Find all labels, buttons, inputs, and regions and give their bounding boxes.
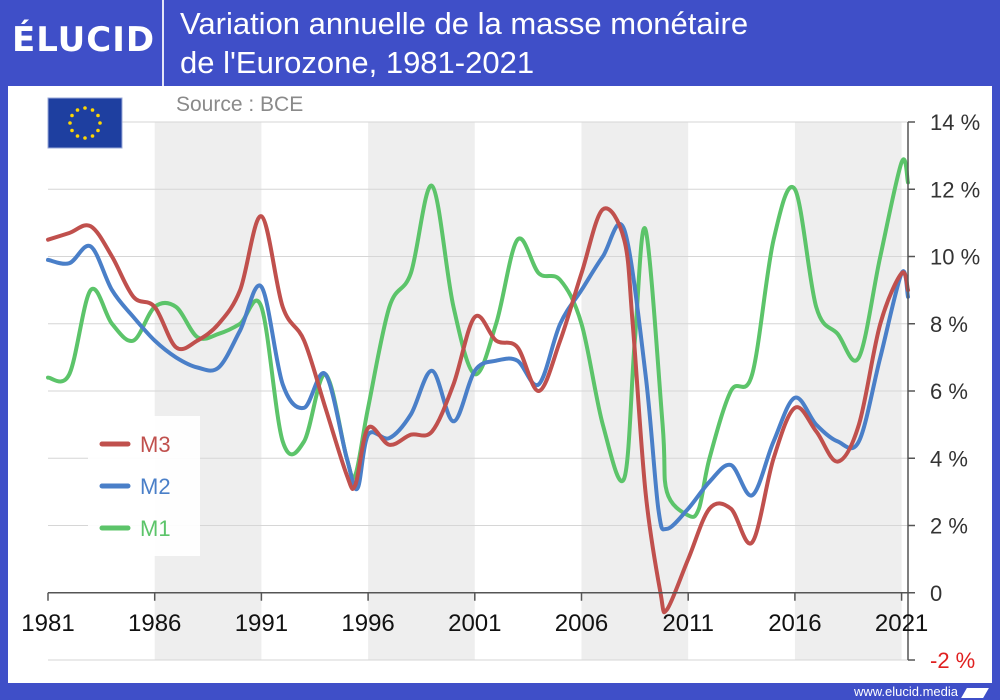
footer-url[interactable]: www.elucid.media	[853, 684, 958, 699]
title-line-1: Variation annuelle de la masse monétaire	[180, 6, 749, 41]
footer: www.elucid.media	[853, 684, 989, 699]
y-tick-label: 0	[930, 581, 942, 606]
y-tick-label: 10 %	[930, 245, 980, 270]
flag-star	[83, 136, 87, 140]
legend: M3 M2 M1	[88, 416, 200, 556]
flag-star	[98, 121, 102, 125]
flag-star	[70, 128, 74, 133]
legend-label-m3: M3	[140, 432, 171, 457]
page-title: Variation annuelle de la masse monétaire…	[180, 4, 748, 82]
brand-logo: ÉLUCID	[12, 20, 156, 60]
flag-star	[68, 121, 72, 125]
y-tick-label: 2 %	[930, 514, 968, 539]
legend-label-m1: M1	[140, 516, 171, 541]
x-tick-label: 1986	[128, 610, 181, 637]
source-label: Source : BCE	[176, 93, 303, 116]
x-tick-label: 2006	[555, 610, 608, 637]
x-tick-label: 2016	[768, 610, 821, 637]
series-line-m2	[46, 221, 910, 532]
legend-label-m2: M2	[140, 474, 171, 499]
flag-star	[96, 128, 100, 133]
y-tick-label: 8 %	[930, 312, 968, 337]
y-tick-label: 14 %	[930, 110, 980, 135]
brand-mark-icon	[961, 687, 989, 698]
y-tick-label: 4 %	[930, 446, 968, 471]
x-tick-label: 2011	[662, 610, 714, 637]
flag-star	[75, 108, 80, 112]
line-chart: Source : BCE 1981 1986 1991 1996 2001 2006 201…	[21, 93, 980, 673]
header-bar: ÉLUCID Variation annuelle de la masse mo…	[0, 0, 1000, 86]
eu-flag-icon	[47, 97, 123, 149]
title-line-2: de l'Eurozone, 1981-2021	[180, 45, 535, 80]
x-tick-label: 2001	[448, 610, 501, 637]
flag-star	[75, 134, 80, 138]
series-line-m1	[46, 157, 910, 520]
x-tick-label: 2021	[875, 610, 928, 637]
flag-star	[90, 108, 95, 112]
flag-star	[90, 134, 95, 138]
axes: 1981 1986 1991 1996 2001 2006 2011 2016 2021 14 %…	[21, 110, 980, 673]
x-tick-label: 1996	[341, 610, 394, 637]
y-tick-label: 6 %	[930, 379, 968, 404]
flag-star	[96, 113, 100, 118]
y-tick-label: 12 %	[930, 177, 980, 202]
flag-star	[83, 106, 87, 110]
header-divider	[162, 0, 164, 86]
x-tick-label: 1981	[21, 610, 74, 637]
flag-star	[70, 113, 74, 118]
y-tick-label: -2 %	[930, 648, 975, 673]
x-tick-label: 1991	[235, 610, 288, 637]
series-line-m3	[46, 206, 910, 615]
chart-panel: Source : BCE 1981 1986 1991 1996 2001 2006 201…	[8, 86, 992, 683]
